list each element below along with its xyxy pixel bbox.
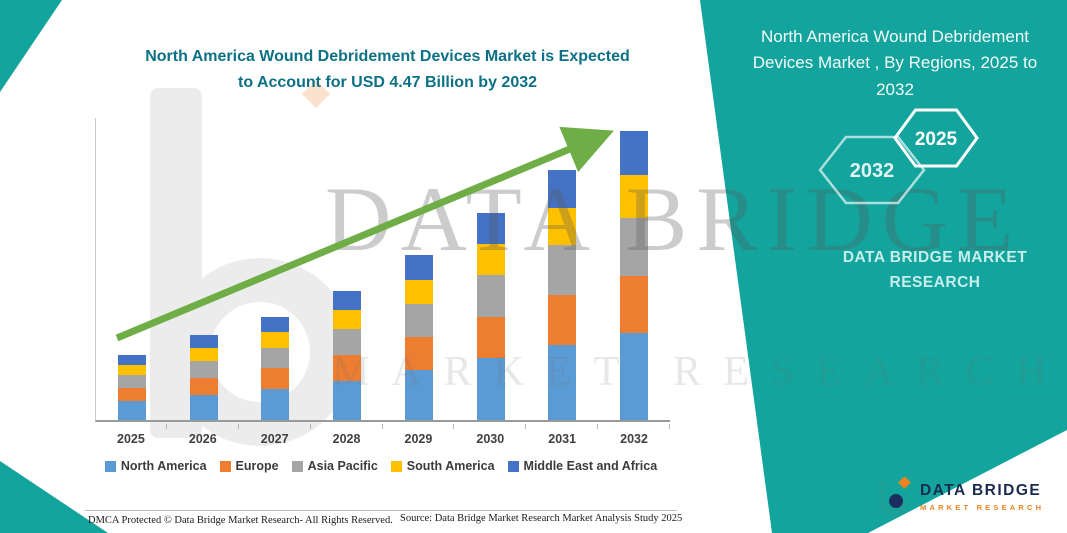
x-axis-label: 2029 — [383, 424, 455, 446]
bar-segment-south-america — [261, 332, 290, 348]
legend-label: Asia Pacific — [307, 459, 378, 473]
bar-segment-north-america — [548, 345, 577, 420]
bar-segment-asia-pacific — [117, 374, 146, 388]
bar-segment-north-america — [476, 357, 505, 420]
legend-label: North America — [120, 459, 207, 473]
legend-item: North America — [104, 459, 207, 473]
bar-segment-middle-east-and-africa — [620, 130, 649, 175]
teal-side-panel — [700, 0, 1067, 533]
bar-segment-north-america — [189, 394, 218, 420]
chart-legend: North America Europe Asia Pacific South Ame… — [85, 459, 677, 473]
bar-segment-north-america — [620, 333, 649, 420]
bar-segment-europe — [404, 337, 433, 371]
bar-segment-north-america — [261, 389, 290, 420]
brand-tagline: MARKET RESEARCH — [920, 503, 1045, 512]
brand-text: DATA BRIDGE MARKET RESEARCH — [920, 482, 1044, 512]
stacked-bar-2027 — [261, 316, 290, 420]
bar-segment-south-america — [189, 348, 218, 362]
legend-label: Europe — [235, 459, 279, 473]
bar-segment-asia-pacific — [189, 361, 218, 379]
dmca-notice: DMCA Protected © Data Bridge Market Rese… — [88, 515, 393, 526]
stacked-bar-2025 — [117, 355, 146, 420]
bar-segment-south-america — [620, 174, 649, 219]
x-axis-label: 2028 — [311, 424, 383, 446]
brand-block: DATA BRIDGE MARKET RESEARCH — [872, 477, 1044, 517]
legend-swatch — [219, 460, 231, 472]
hexagon-2025-label: 2025 — [915, 129, 958, 150]
bar-segment-asia-pacific — [476, 275, 505, 317]
bar-column-2026 — [168, 118, 240, 420]
chart-title-line2: to Account for USD 4.47 Billion by 2032 — [237, 73, 538, 91]
hexagon-2032-outline — [818, 135, 926, 205]
bar-segment-middle-east-and-africa — [261, 316, 290, 333]
legend-swatch — [507, 460, 519, 472]
bar-segment-middle-east-and-africa — [333, 290, 362, 311]
hexagon-2032-label: 2032 — [850, 160, 895, 182]
hexagon-2025-outline — [893, 108, 979, 168]
teal-corner-top-left — [0, 0, 62, 92]
legend-swatch — [390, 460, 402, 472]
bar-segment-middle-east-and-africa — [189, 335, 218, 349]
bar-segment-asia-pacific — [620, 218, 649, 276]
year-hexagons: 2032 2025 — [818, 108, 979, 205]
side-panel-brand-text: DATA BRIDGE MARKET RESEARCH — [842, 249, 1028, 291]
chart-title-line1: North America Wound Debridement Devices … — [145, 48, 630, 65]
bar-segment-europe — [620, 275, 649, 334]
bar-segment-europe — [189, 378, 218, 395]
bar-segment-south-america — [404, 279, 433, 305]
bar-segment-south-america — [333, 310, 362, 330]
x-axis-label: 2026 — [167, 424, 239, 446]
bar-segment-north-america — [404, 370, 433, 420]
watermark-text-sub: MARKET RESEARCH — [332, 349, 1067, 395]
stacked-bar-2026 — [189, 335, 218, 420]
legend-swatch — [104, 460, 116, 472]
bar-column-2025 — [96, 118, 168, 420]
chart-title: North America Wound Debridement Devices … — [105, 44, 670, 95]
x-axis-label: 2025 — [95, 424, 167, 446]
bar-column-2032 — [598, 118, 670, 420]
x-axis-label: 2032 — [598, 424, 670, 446]
bar-segment-south-america — [117, 365, 146, 375]
legend-label: South America — [406, 459, 495, 473]
bar-column-2027 — [240, 118, 312, 420]
legend-item: Asia Pacific — [291, 459, 378, 473]
bar-segment-asia-pacific — [404, 304, 433, 338]
footer-divider — [85, 510, 677, 511]
bar-segment-europe — [261, 368, 290, 389]
legend-item: South America — [390, 459, 495, 473]
side-panel-title: North America Wound Debridement Devices … — [752, 27, 1038, 99]
bar-segment-europe — [548, 295, 577, 345]
x-axis-label: 2030 — [454, 424, 527, 446]
legend-swatch — [291, 460, 303, 472]
legend-item: Europe — [219, 459, 279, 473]
bar-segment-asia-pacific — [261, 347, 290, 369]
bar-segment-europe — [333, 355, 362, 382]
legend-item: Middle East and Africa — [507, 459, 658, 473]
x-axis-label: 2027 — [239, 424, 311, 446]
x-axis-labels: 2025 2026 2027 2028 2029 2030 2031 2032 — [95, 424, 670, 446]
x-axis-label: 2031 — [526, 424, 599, 446]
stacked-bar-2032 — [620, 130, 649, 420]
brand-name: DATA BRIDGE — [920, 482, 1042, 499]
bar-segment-europe — [117, 387, 146, 401]
legend-label: Middle East and Africa — [523, 459, 658, 473]
source-note: Source: Data Bridge Market Research Mark… — [400, 513, 683, 524]
bar-segment-middle-east-and-africa — [117, 355, 146, 366]
bar-segment-north-america — [117, 400, 146, 420]
data-bridge-logo-icon — [878, 477, 911, 517]
bar-segment-north-america — [333, 381, 362, 420]
